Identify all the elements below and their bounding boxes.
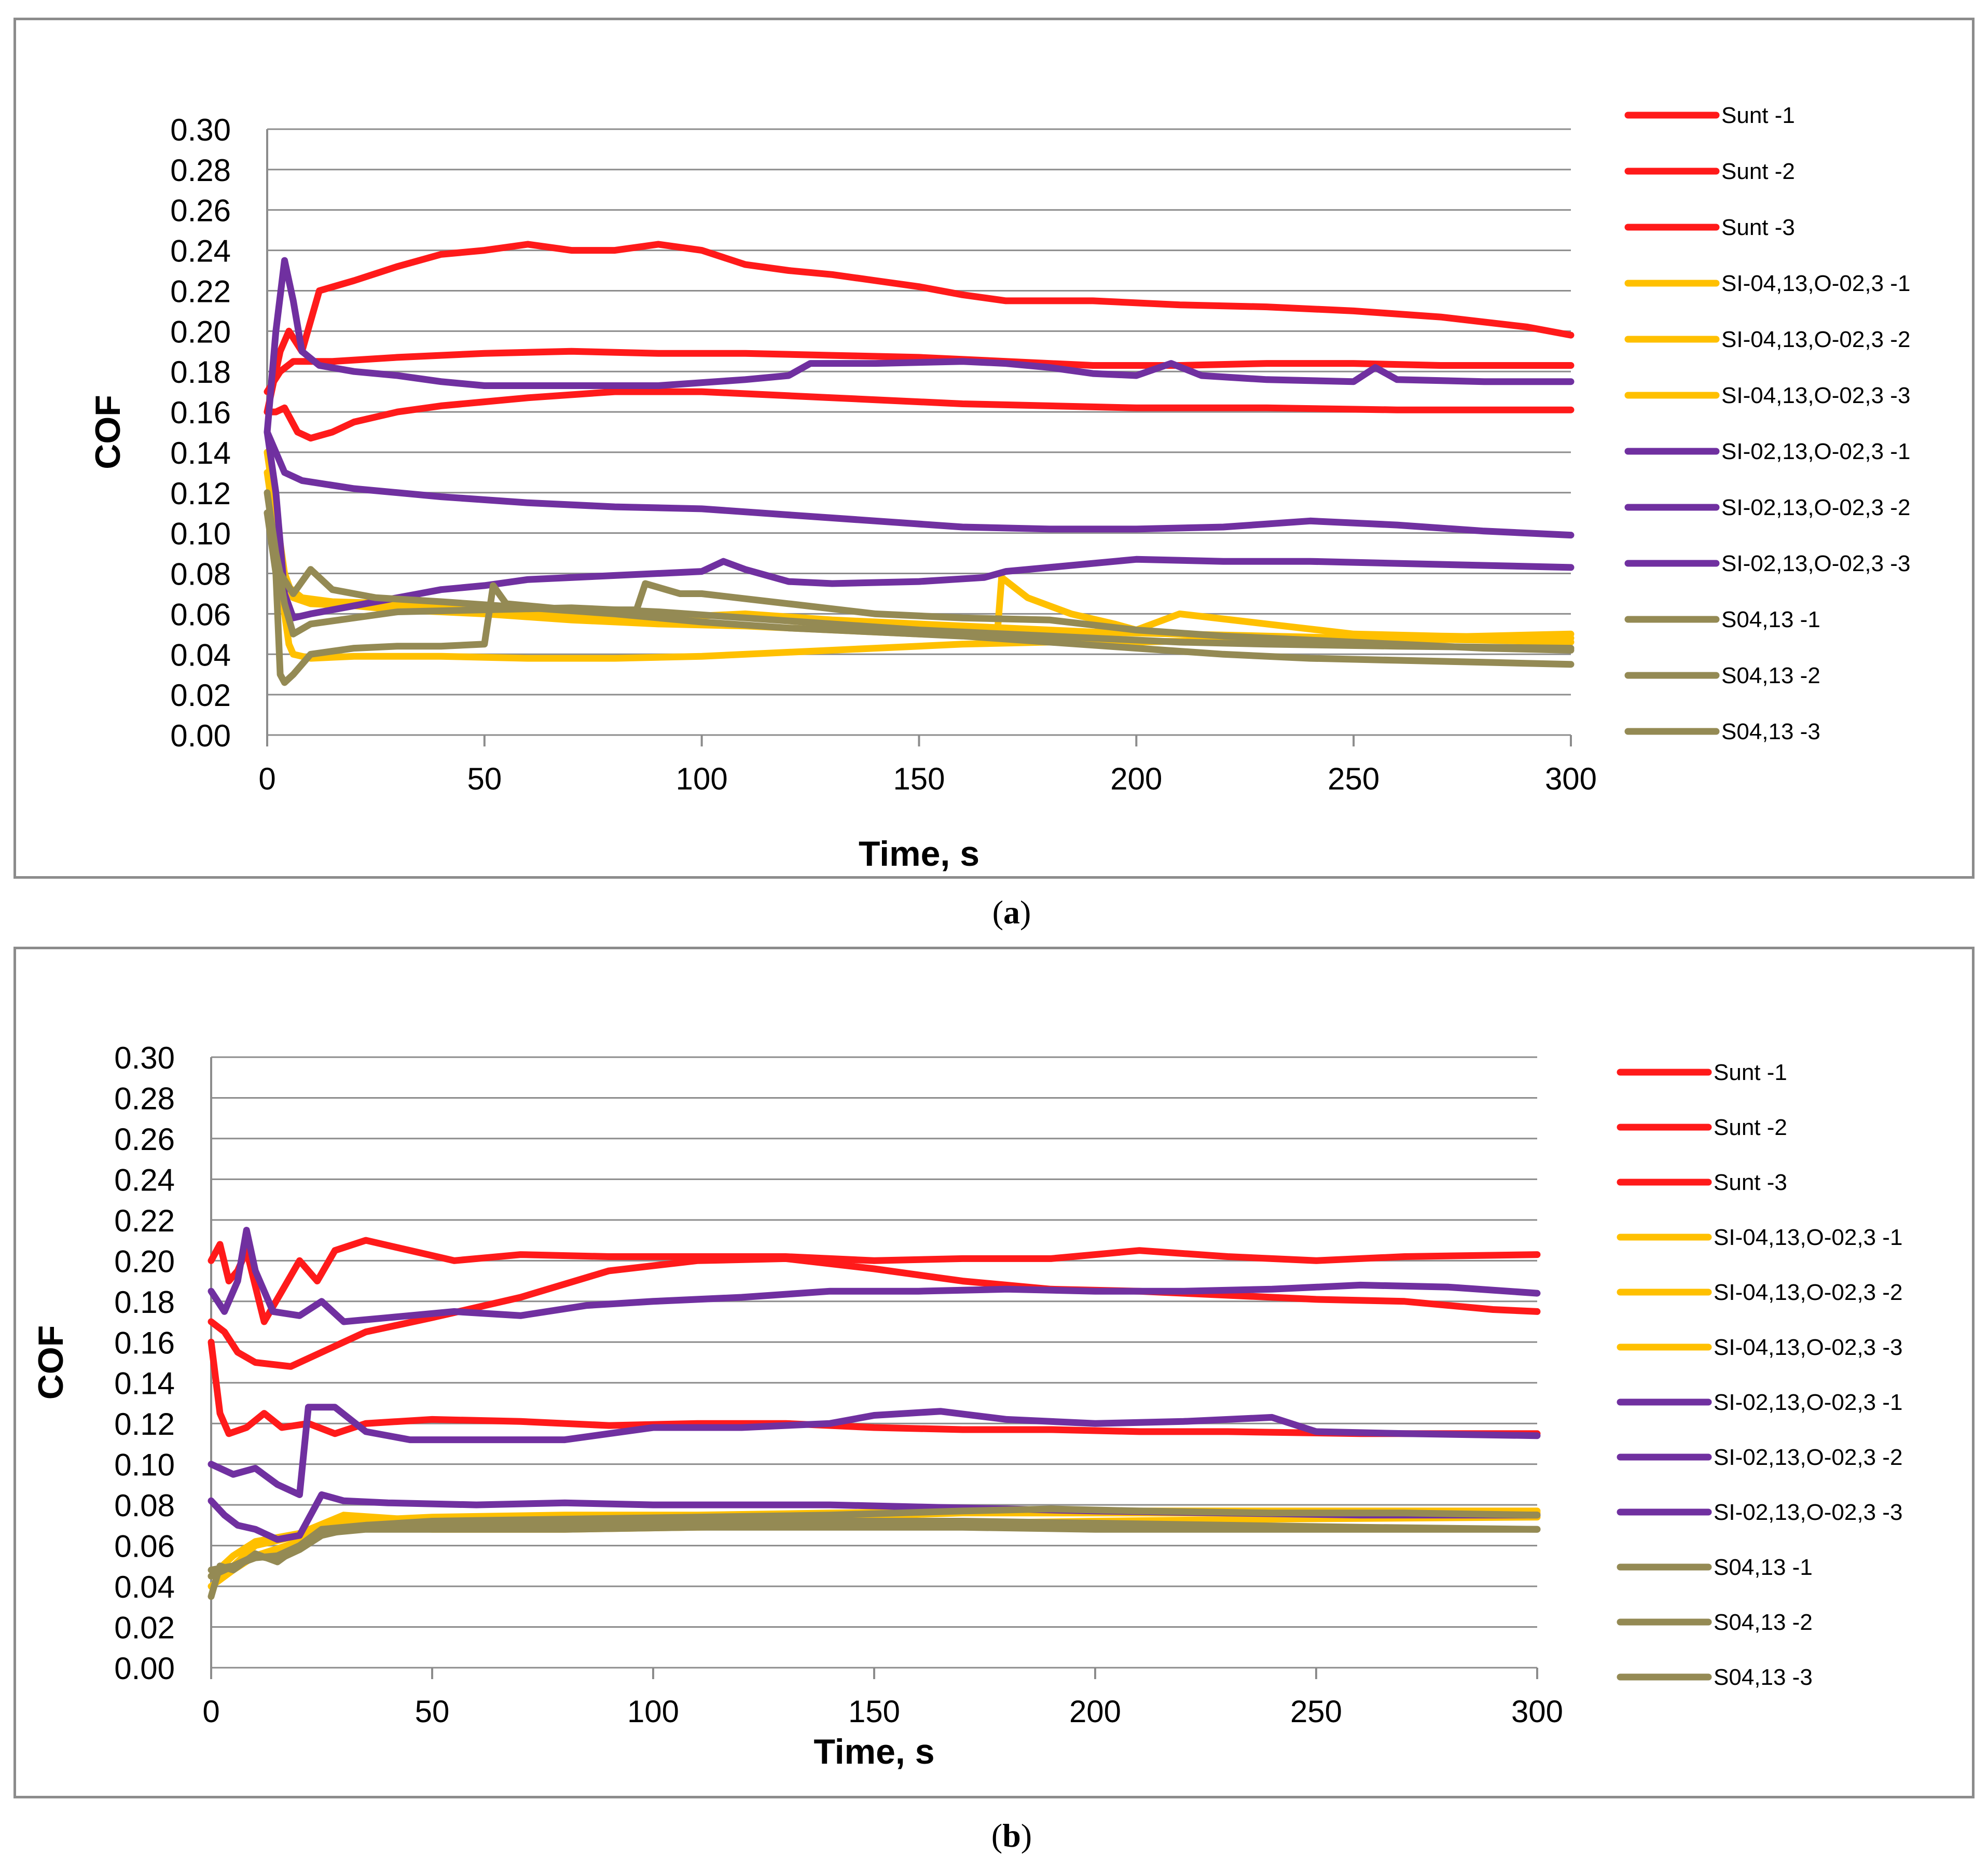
series-line-3 [264, 388, 1575, 442]
y-tick-label: 0.26 [170, 193, 231, 228]
y-tick-label: 0.10 [114, 1448, 175, 1483]
y-tick-label: 0.22 [170, 274, 231, 309]
x-tick-label: 100 [627, 1694, 679, 1729]
series-line-11 [264, 489, 1575, 652]
series-line-8 [208, 1404, 1541, 1498]
x-tick-label: 200 [1069, 1694, 1121, 1729]
legend-label: SI-04,13,O-02,3 -3 [1714, 1335, 1902, 1360]
series-line-12 [208, 1523, 1541, 1574]
y-tick-label: 0.14 [170, 436, 231, 470]
y-tick-label: 0.24 [170, 234, 231, 269]
x-tick-label: 100 [676, 761, 728, 796]
y-tick-label: 0.30 [114, 1041, 175, 1075]
legend-label: SI-02,13,O-02,3 -2 [1714, 1445, 1902, 1470]
legend-label: Sunt -2 [1721, 159, 1795, 184]
legend-label: SI-02,13,O-02,3 -3 [1721, 551, 1910, 576]
y-tick-label: 0.24 [114, 1162, 175, 1197]
series-line-12 [264, 509, 1575, 668]
legend-label: S04,13 -2 [1714, 1610, 1813, 1635]
series-line-2 [264, 348, 1575, 395]
legend-label: S04,13 -2 [1721, 663, 1820, 688]
legend-label: SI-04,13,O-02,3 -2 [1721, 327, 1910, 352]
y-tick-label: 0.20 [170, 314, 231, 349]
legend-label: SI-02,13,O-02,3 -1 [1721, 439, 1910, 464]
x-tick-label: 200 [1110, 761, 1162, 796]
series-line-3 [208, 1338, 1541, 1437]
legend-label: Sunt -3 [1721, 215, 1795, 240]
series-line-8 [264, 428, 1575, 539]
y-axis-title: COF [31, 1325, 71, 1400]
panel-b: 0.00 0.02 0.04 0.06 0.08 0.10 0.12 0.14 0.16 0.18… [13, 947, 1975, 1798]
x-tick-label: 300 [1545, 761, 1597, 796]
y-tick-label: 0.16 [114, 1325, 175, 1360]
series-line-7 [264, 257, 1575, 436]
series-line-2 [208, 1255, 1541, 1370]
y-tick-label: 0.02 [170, 678, 231, 713]
y-tick-label: 0.22 [114, 1203, 175, 1238]
legend-label: SI-02,13,O-02,3 -2 [1721, 495, 1910, 520]
y-tick-label: 0.10 [170, 517, 231, 551]
y-tick-label: 0.08 [170, 557, 231, 592]
y-tick-label: 0.00 [114, 1651, 175, 1686]
series-line-9 [264, 428, 1575, 621]
caption-a-label: a [1003, 894, 1020, 931]
caption-b-label: b [1002, 1817, 1021, 1854]
x-tick-label: 250 [1328, 761, 1379, 796]
legend-label: SI-04,13,O-02,3 -2 [1714, 1280, 1902, 1305]
y-axis-title: COF [88, 395, 128, 469]
y-tick-label: 0.12 [170, 476, 231, 511]
y-tick-label: 0.14 [114, 1366, 175, 1401]
y-tick-label: 0.26 [114, 1122, 175, 1157]
x-tick-label: 0 [202, 1694, 219, 1729]
legend-label: SI-04,13,O-02,3 -1 [1714, 1225, 1902, 1250]
legend-label: Sunt -3 [1714, 1170, 1787, 1195]
x-tick-label: 250 [1290, 1694, 1342, 1729]
legend-label: SI-04,13,O-02,3 -3 [1721, 383, 1910, 408]
legend-label: Sunt -1 [1721, 103, 1795, 128]
x-tick-label: 50 [467, 761, 502, 796]
series-line-1 [264, 241, 1575, 415]
y-tick-label: 0.06 [114, 1529, 175, 1564]
legend-label: S04,13 -1 [1714, 1555, 1813, 1580]
y-tick-label: 0.06 [170, 597, 231, 632]
y-tick-label: 0.04 [170, 638, 231, 672]
y-tick-label: 0.04 [114, 1570, 175, 1604]
x-tick-label: 150 [848, 1694, 900, 1729]
legend-label: SI-02,13,O-02,3 -3 [1714, 1500, 1902, 1525]
series-line-7 [208, 1227, 1541, 1325]
y-tick-label: 0.00 [170, 718, 231, 753]
legend-label: SI-02,13,O-02,3 -1 [1714, 1390, 1902, 1415]
y-tick-label: 0.28 [114, 1081, 175, 1116]
x-axis-title: Time, s [859, 834, 979, 874]
x-tick-label: 0 [258, 761, 275, 796]
chart-a: 0.00 0.02 0.04 0.06 0.08 0.10 0.12 0.14 0.16 0.18… [88, 103, 1910, 874]
y-tick-label: 0.20 [114, 1244, 175, 1279]
y-tick-label: 0.12 [114, 1407, 175, 1442]
x-tick-label: 300 [1511, 1694, 1563, 1729]
legend-label: Sunt -1 [1714, 1060, 1787, 1085]
y-tick-label: 0.08 [114, 1488, 175, 1523]
x-tick-label: 150 [893, 761, 945, 796]
y-tick-label: 0.30 [170, 113, 231, 147]
y-tick-label: 0.16 [170, 395, 231, 430]
y-tick-label: 0.18 [170, 355, 231, 390]
x-axis-title: Time, s [813, 1732, 934, 1771]
legend-label: S04,13 -3 [1721, 719, 1820, 744]
legend-label: S04,13 -3 [1714, 1665, 1813, 1690]
legend-label: SI-04,13,O-02,3 -1 [1721, 271, 1910, 296]
caption-b: (b) [991, 1817, 1032, 1854]
legend-label: S04,13 -1 [1721, 607, 1820, 632]
panel-a: 0.00 0.02 0.04 0.06 0.08 0.10 0.12 0.14 0.16 0.18… [13, 18, 1975, 879]
chart-b: 0.00 0.02 0.04 0.06 0.08 0.10 0.12 0.14 0.16 0.18… [31, 1041, 1902, 1771]
y-tick-label: 0.28 [170, 153, 231, 188]
caption-a: (a) [992, 894, 1031, 931]
y-tick-label: 0.02 [114, 1611, 175, 1645]
series-line-1 [208, 1237, 1541, 1325]
legend-label: Sunt -2 [1714, 1115, 1787, 1140]
y-tick-label: 0.18 [114, 1285, 175, 1320]
x-tick-label: 50 [415, 1694, 450, 1729]
